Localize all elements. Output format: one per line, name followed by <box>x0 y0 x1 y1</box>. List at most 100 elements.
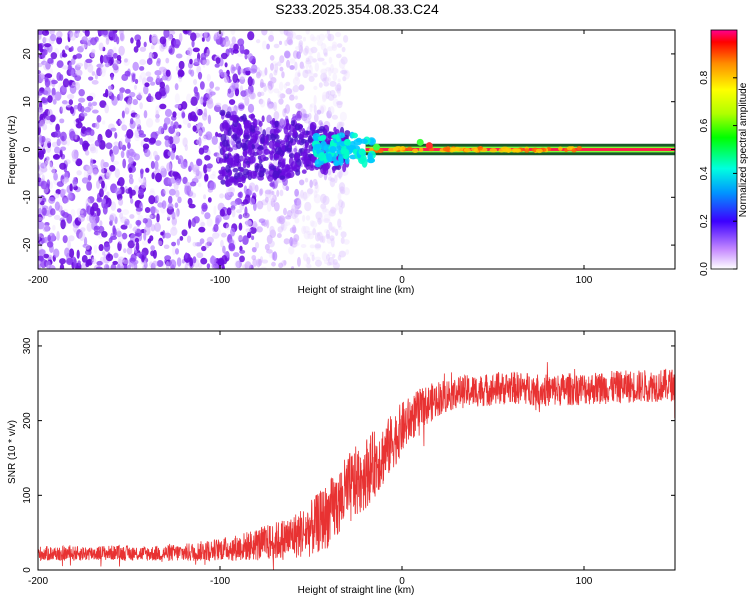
cluster-blob <box>223 128 228 136</box>
noise-blob <box>317 57 325 62</box>
noise-blob <box>199 238 205 244</box>
cluster-blob <box>294 123 301 131</box>
noise-blob <box>212 232 220 239</box>
bright-spot <box>425 142 433 150</box>
noise-blob <box>289 58 296 64</box>
noise-blob <box>80 227 86 233</box>
band-speckle <box>558 146 563 151</box>
noise-blob <box>64 45 70 50</box>
noise-blob <box>328 170 333 178</box>
noise-blob <box>59 106 63 114</box>
noise-blob <box>69 183 73 192</box>
noise-blob <box>235 260 242 269</box>
cluster-blob <box>274 120 279 128</box>
noise-blob <box>273 202 280 212</box>
noise-blob <box>47 95 53 103</box>
noise-blob <box>181 137 188 147</box>
noise-blob <box>38 123 42 128</box>
spectrogram-marks <box>38 30 675 269</box>
noise-blob <box>324 228 329 234</box>
cluster-blob <box>247 140 252 150</box>
noise-blob <box>311 36 317 42</box>
noise-blob <box>56 231 60 241</box>
noise-blob <box>121 124 128 131</box>
noise-blob <box>121 232 128 240</box>
noise-blob <box>150 224 156 232</box>
noise-blob <box>70 69 74 77</box>
transition-spot <box>343 153 349 160</box>
cluster-blob <box>287 170 295 179</box>
noise-blob <box>271 261 276 267</box>
noise-blob <box>98 243 104 252</box>
colorbar-tick-label: 0.0 <box>699 262 710 276</box>
noise-blob <box>178 70 185 77</box>
noise-blob <box>45 137 52 144</box>
noise-blob <box>318 82 323 88</box>
y-tick-label: 0 <box>22 146 33 152</box>
noise-blob <box>284 50 291 59</box>
noise-blob <box>148 137 156 144</box>
noise-blob <box>327 106 331 114</box>
noise-blob <box>297 194 304 200</box>
band-speckle <box>454 147 463 152</box>
noise-blob <box>142 143 150 150</box>
noise-blob <box>129 118 134 125</box>
noise-blob <box>236 234 244 241</box>
noise-blob <box>227 88 232 94</box>
band-speckle <box>392 146 399 152</box>
noise-blob <box>270 180 275 188</box>
noise-blob <box>68 235 75 242</box>
noise-blob <box>206 163 213 169</box>
noise-blob <box>323 52 328 57</box>
noise-blob <box>313 113 319 123</box>
noise-blob <box>278 262 284 269</box>
noise-blob <box>114 216 118 224</box>
noise-blob <box>62 178 68 185</box>
noise-blob <box>307 233 314 240</box>
noise-blob <box>322 205 327 215</box>
noise-blob <box>93 244 98 254</box>
noise-blob <box>127 240 135 249</box>
noise-blob <box>264 85 272 91</box>
colorbar-tick-label: 0.6 <box>699 118 710 132</box>
noise-blob <box>200 221 206 227</box>
noise-blob <box>167 195 173 204</box>
noise-blob <box>326 46 334 52</box>
noise-blob <box>318 120 323 126</box>
bright-spot <box>416 138 424 146</box>
transition-spot <box>313 143 321 151</box>
noise-blob <box>341 69 349 76</box>
noise-blob <box>221 255 228 265</box>
noise-blob <box>338 225 343 231</box>
noise-blob <box>138 176 146 184</box>
noise-blob <box>78 97 86 103</box>
noise-blob <box>294 45 301 51</box>
cluster-blob <box>288 156 294 166</box>
noise-blob <box>302 36 307 42</box>
noise-blob <box>231 141 235 146</box>
noise-blob <box>230 227 236 237</box>
noise-blob <box>245 69 251 76</box>
noise-blob <box>86 166 94 175</box>
cluster-blob <box>232 155 239 163</box>
noise-blob <box>136 94 143 100</box>
bright-spot <box>343 138 351 146</box>
noise-blob <box>124 186 129 193</box>
noise-blob <box>273 111 280 121</box>
noise-blob <box>278 98 284 105</box>
cluster-blob <box>333 126 337 133</box>
noise-blob <box>294 217 300 224</box>
noise-blob <box>336 171 343 178</box>
noise-blob <box>209 256 217 265</box>
noise-blob <box>339 186 345 193</box>
noise-blob <box>193 86 198 95</box>
noise-blob <box>134 78 139 84</box>
noise-blob <box>314 232 321 242</box>
noise-blob <box>76 62 84 67</box>
noise-blob <box>303 192 310 199</box>
noise-blob <box>145 71 152 77</box>
noise-blob <box>135 117 141 127</box>
noise-blob <box>87 63 94 73</box>
cluster-blob <box>232 118 237 124</box>
noise-blob <box>325 229 331 239</box>
